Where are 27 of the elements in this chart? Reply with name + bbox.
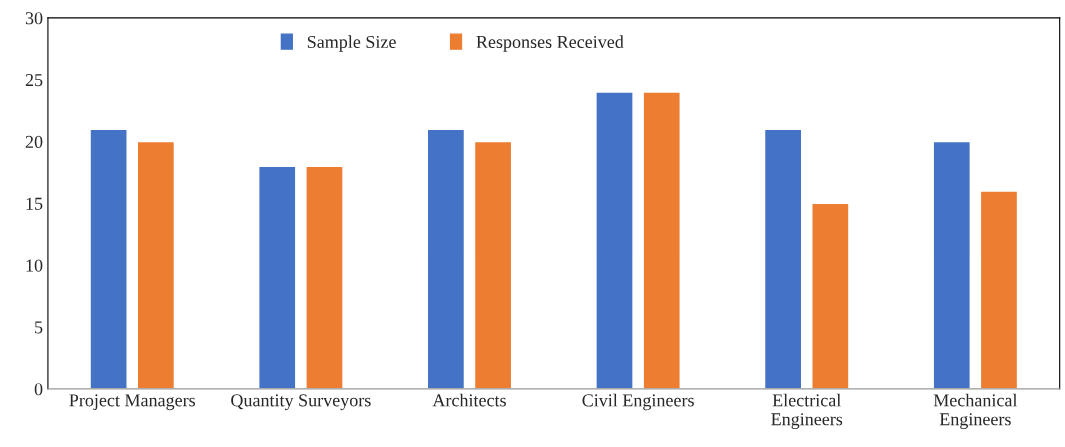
y-tick-label: 25: [25, 74, 43, 87]
bar: [595, 91, 634, 389]
legend-label: Sample Size: [307, 35, 396, 52]
x-tick-label: Mechanical Engineers: [933, 393, 1018, 430]
bar: [932, 140, 971, 389]
x-tick-label: Civil Engineers: [582, 393, 694, 411]
bar: [258, 165, 297, 389]
y-tick-label: 15: [26, 197, 43, 210]
legend-label: Responses Received: [476, 35, 624, 52]
y-tick-label: 5: [35, 321, 43, 334]
bar: [426, 128, 466, 389]
bar: [642, 91, 681, 389]
y-tick-label: 30: [25, 12, 43, 25]
x-tick-label: Quantity Surveyors: [231, 394, 371, 411]
bar: [305, 165, 344, 389]
bar: [763, 128, 803, 389]
x-tick-label: Architects: [432, 393, 506, 407]
y-tick-label: 10: [26, 259, 43, 272]
bar: [473, 140, 513, 389]
bar: [979, 190, 1019, 389]
y-tick-label: 0: [34, 383, 43, 396]
bar: [811, 202, 850, 389]
x-tick-label: Project Managers: [69, 394, 196, 411]
y-tick-label: 20: [25, 135, 43, 148]
bar: [89, 128, 128, 389]
bar: [136, 140, 176, 389]
x-tick-label: Electrical Engineers: [771, 393, 843, 430]
